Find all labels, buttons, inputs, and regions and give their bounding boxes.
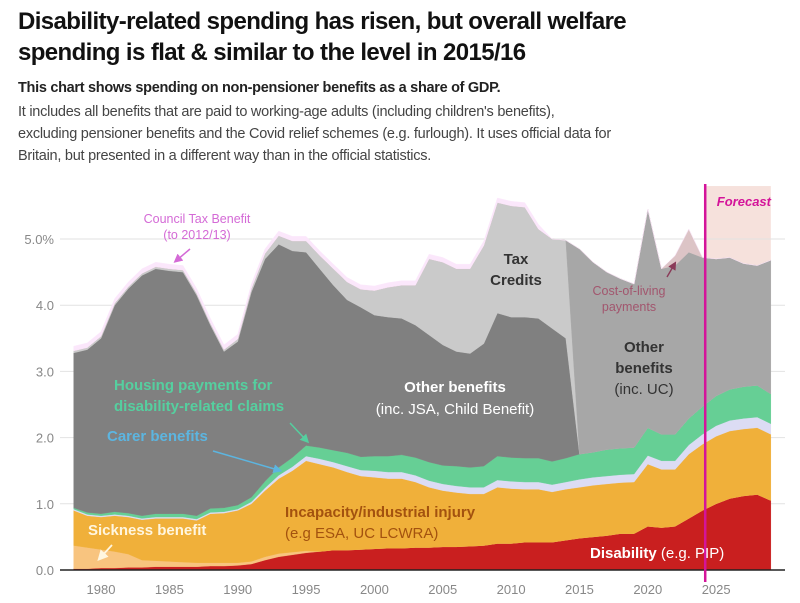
incapacity-label-2: (e.g ESA, UC LCWRA) [285, 525, 438, 542]
incapacity-label-1: Incapacity/industrial injury [285, 504, 476, 521]
cost-of-living-arrow [666, 261, 677, 278]
disability-label: Disability (e.g. PIP) [590, 545, 724, 562]
chart-description: It includes all benefits that are paid t… [18, 101, 798, 167]
x-tick-label: 1980 [87, 582, 116, 597]
other-uc-label-2: benefits [615, 360, 673, 377]
x-tick-label: 1985 [155, 582, 184, 597]
x-tick-label: 2005 [428, 582, 457, 597]
x-tick-label: 1995 [292, 582, 321, 597]
title-line-2: spending is flat & similar to the level … [18, 39, 526, 66]
description-line-1: It includes all benefits that are paid t… [18, 104, 555, 120]
area-council-tax [73, 197, 771, 352]
other-uc-label-3: (inc. UC) [614, 381, 673, 398]
other-legacy-label-1: Other benefits [404, 379, 506, 396]
disability-label-bold: Disability [590, 545, 657, 562]
chart-title: Disability-related spending has risen, b… [18, 6, 627, 68]
x-tick-label: 2000 [360, 582, 389, 597]
sickness-arrow [97, 544, 113, 561]
tax-credits-label-2: Credits [490, 272, 542, 289]
x-tick-label: 1990 [223, 582, 252, 597]
cost-of-living-label-1: Cost-of-living [593, 284, 666, 298]
council-tax-arrow [173, 248, 191, 263]
sickness-label: Sickness benefit [88, 522, 206, 539]
x-tick-label: 2010 [497, 582, 526, 597]
housing-arrow [289, 422, 310, 444]
council-tax-label-1: Council Tax Benefit [144, 212, 251, 226]
housing-label-2: disability-related claims [114, 398, 284, 415]
description-line-2: excluding pensioner benefits and the Cov… [18, 126, 611, 142]
forecast-label: Forecast [717, 194, 772, 209]
carer-label: Carer benefits [107, 428, 208, 445]
y-tick-label: 2.0 [36, 431, 54, 446]
y-tick-label: 5.0% [24, 232, 54, 247]
x-tick-label: 2020 [633, 582, 662, 597]
y-tick-label: 1.0 [36, 497, 54, 512]
y-tick-label: 0.0 [36, 563, 54, 578]
cost-of-living-label-2: payments [602, 300, 656, 314]
x-tick-label: 2025 [702, 582, 731, 597]
title-line-1: Disability-related spending has risen, b… [18, 8, 627, 35]
y-tick-label: 3.0 [36, 364, 54, 379]
carer-arrow [212, 450, 283, 474]
y-tick-label: 4.0 [36, 298, 54, 313]
other-legacy-label-2: (inc. JSA, Child Benefit) [376, 401, 534, 418]
tax-credits-label-1: Tax [504, 251, 529, 268]
housing-label-1: Housing payments for [114, 377, 273, 394]
description-line-3: Britain, but presented in a different wa… [18, 148, 431, 164]
council-tax-label-2: (to 2012/13) [163, 228, 230, 242]
disability-label-rest: (e.g. PIP) [657, 545, 725, 562]
x-tick-label: 2015 [565, 582, 594, 597]
other-uc-label-1: Other [624, 339, 664, 356]
chart-subtitle: This chart shows spending on non-pension… [18, 80, 501, 96]
